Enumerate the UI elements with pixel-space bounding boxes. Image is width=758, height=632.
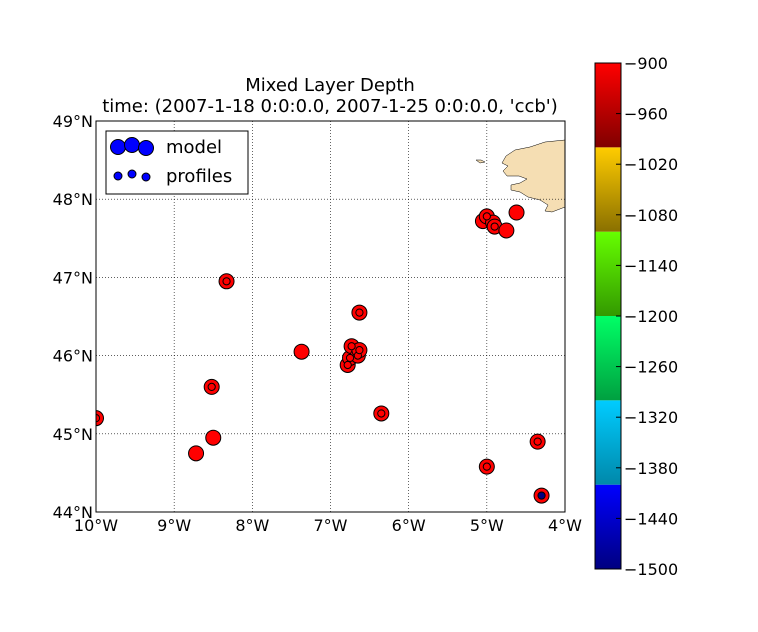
x-tick-label: 9°W xyxy=(157,516,191,535)
colorbar-tick-label: −1020 xyxy=(624,155,678,174)
profile-point xyxy=(355,346,364,355)
legend-profiles-label: profiles xyxy=(166,166,232,187)
legend-profiles-marker-3 xyxy=(141,172,151,182)
x-tick-label: 10°W xyxy=(74,516,118,535)
y-tick-label: 44°N xyxy=(53,503,93,522)
y-tick-label: 45°N xyxy=(53,425,93,444)
colorbar-tick-label: −1500 xyxy=(624,560,678,579)
y-tick-label: 47°N xyxy=(53,268,93,287)
colorbar-tick-label: −1080 xyxy=(624,206,678,225)
colorbar-tick-label: −1200 xyxy=(624,307,678,326)
colorbar-band xyxy=(595,484,621,569)
coastline-land xyxy=(475,139,565,213)
colorbar-ticks: −900 −960 −1020 −1080 −1140 −1200 −1260 −1320 −1… xyxy=(616,54,678,579)
x-axis: 10°W 9°W 8°W 7°W 6°W 5°W 4°W xyxy=(74,516,582,535)
model-point xyxy=(205,429,222,446)
model-point xyxy=(293,343,310,360)
chart-title: Mixed Layer Depth xyxy=(245,75,415,96)
y-tick-label: 46°N xyxy=(53,347,93,366)
x-tick-label: 5°W xyxy=(470,516,504,535)
legend-model-marker-1 xyxy=(110,139,126,155)
model-point xyxy=(498,222,515,239)
plot-frame xyxy=(95,120,566,513)
profile-point xyxy=(482,212,491,221)
colorbar-tick-label: −1140 xyxy=(624,256,678,275)
profile-point xyxy=(345,353,355,363)
legend: model profiles xyxy=(105,130,249,195)
profile-point xyxy=(347,342,356,351)
colorbar-band xyxy=(595,400,621,485)
x-tick-label: 7°W xyxy=(314,516,348,535)
colorbar-tick-label: −1440 xyxy=(624,509,678,528)
profile-point xyxy=(222,277,231,286)
colorbar-band xyxy=(595,63,621,148)
y-tick-label: 48°N xyxy=(53,190,93,209)
profile-point xyxy=(207,382,216,391)
y-axis: 44°N 45°N 46°N 47°N 48°N 49°N xyxy=(53,112,93,522)
chart-subtitle: time: (2007-1-18 0:0:0.0, 2007-1-25 0:0:… xyxy=(102,96,558,117)
legend-model-marker-3 xyxy=(138,140,154,156)
profile-point xyxy=(482,462,491,471)
legend-model-label: model xyxy=(166,137,222,158)
colorbar-bands xyxy=(595,63,621,569)
map-grid xyxy=(96,121,565,512)
colorbar-band xyxy=(595,231,621,316)
y-tick-label: 49°N xyxy=(53,112,93,131)
legend-model-marker-2 xyxy=(124,137,140,153)
colorbar-tick-label: −1260 xyxy=(624,358,678,377)
colorbar-tick-label: −960 xyxy=(624,105,668,124)
colorbar-tick-label: −900 xyxy=(624,54,668,73)
x-tick-label: 6°W xyxy=(392,516,426,535)
profile-point xyxy=(533,437,542,446)
legend-profiles-marker-1 xyxy=(113,171,123,181)
profile-point xyxy=(537,491,546,500)
colorbar-band xyxy=(595,316,621,401)
legend-profiles-marker-2 xyxy=(127,169,137,179)
scatter-points xyxy=(96,204,550,504)
profile-point xyxy=(355,308,364,317)
colorbar-tick-label: −1320 xyxy=(624,408,678,427)
profile-point xyxy=(343,360,352,370)
brittany-landmass xyxy=(501,139,565,213)
x-tick-label: 4°W xyxy=(548,516,582,535)
model-point xyxy=(188,445,205,462)
island-ushant xyxy=(475,159,486,164)
x-tick-label: 8°W xyxy=(235,516,269,535)
colorbar: −900 −960 −1020 −1080 −1140 −1200 −1260 −1320 −1… xyxy=(594,54,678,579)
colorbar-band xyxy=(595,147,621,232)
profile-point xyxy=(490,222,499,231)
colorbar-tick-label: −1380 xyxy=(624,459,678,478)
profile-point xyxy=(377,409,386,418)
model-point xyxy=(508,204,525,221)
